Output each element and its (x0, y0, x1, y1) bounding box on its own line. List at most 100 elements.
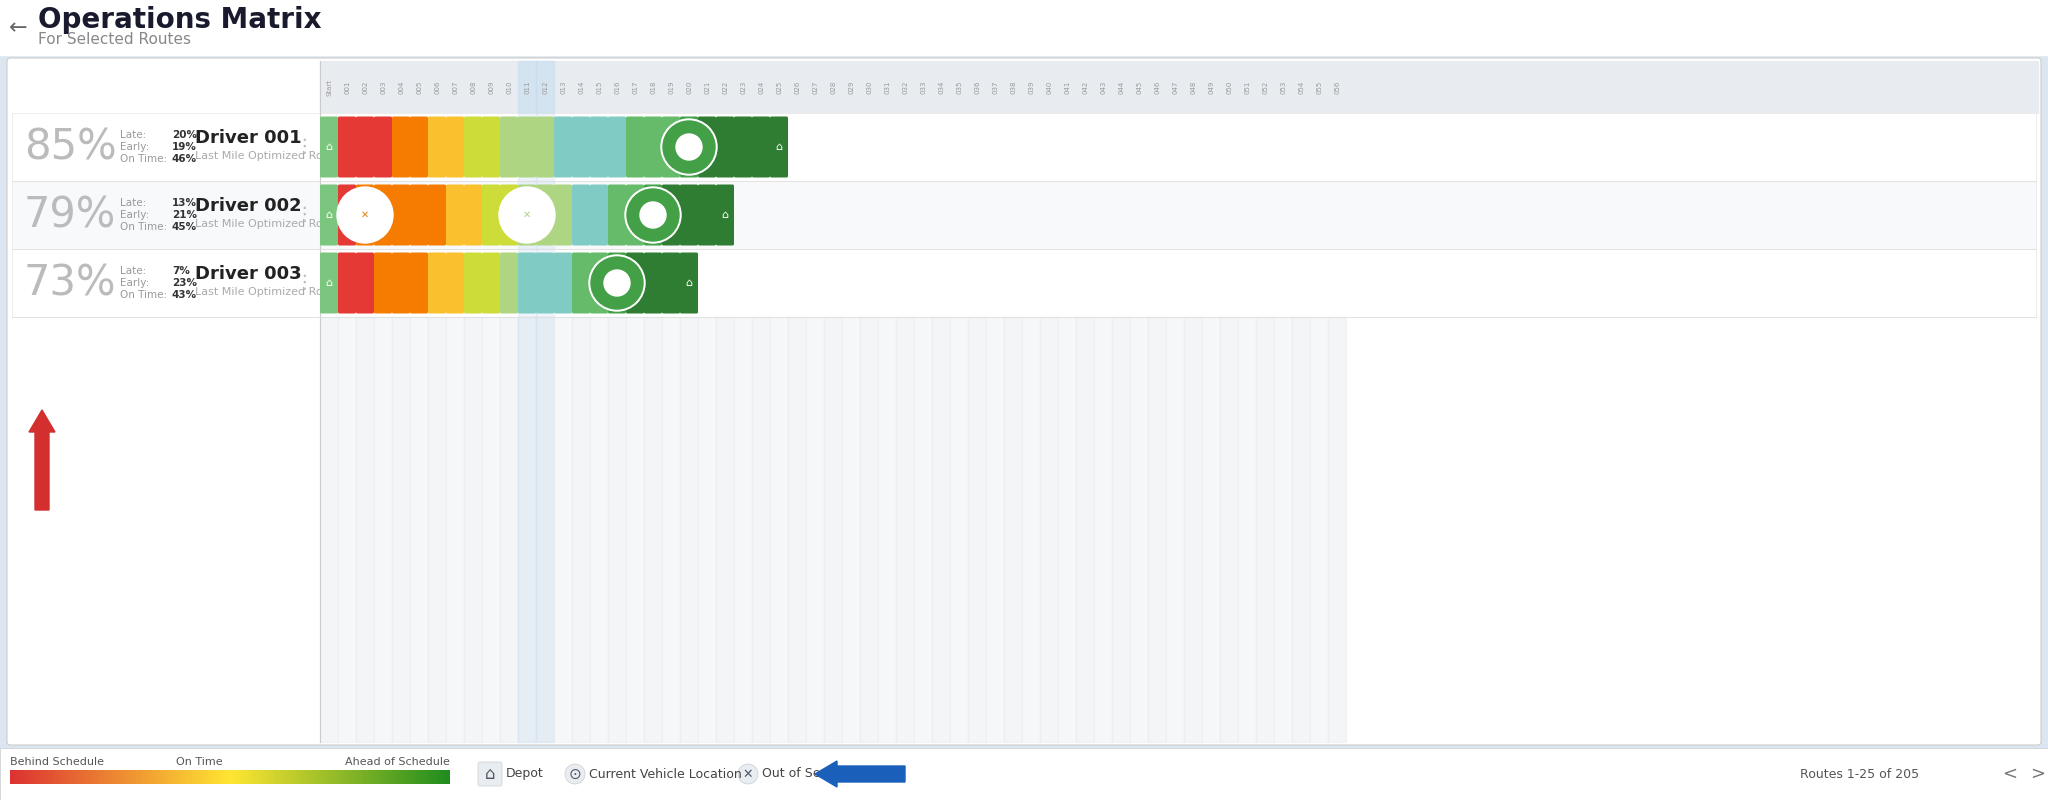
Bar (571, 317, 590, 742)
Bar (1327, 317, 1346, 742)
Bar (643, 317, 662, 742)
FancyArrow shape (815, 761, 905, 787)
FancyBboxPatch shape (537, 253, 555, 314)
Bar (842, 317, 860, 742)
FancyBboxPatch shape (465, 117, 481, 178)
Text: ⌂: ⌂ (326, 142, 332, 152)
Circle shape (565, 764, 586, 784)
Text: 20%: 20% (172, 130, 197, 140)
FancyBboxPatch shape (571, 253, 590, 314)
Bar (662, 317, 680, 742)
FancyBboxPatch shape (590, 185, 608, 246)
Text: 73%: 73% (25, 262, 117, 304)
FancyBboxPatch shape (428, 185, 446, 246)
Bar (698, 317, 717, 742)
Text: 004: 004 (397, 80, 403, 94)
Text: 055: 055 (1317, 80, 1323, 94)
Circle shape (662, 119, 717, 175)
FancyBboxPatch shape (627, 117, 643, 178)
FancyBboxPatch shape (571, 185, 590, 246)
Text: 007: 007 (453, 80, 459, 94)
Bar (391, 317, 410, 742)
Circle shape (627, 189, 680, 241)
FancyBboxPatch shape (608, 253, 627, 314)
Text: 049: 049 (1208, 80, 1214, 94)
FancyBboxPatch shape (391, 185, 410, 246)
FancyArrow shape (29, 410, 55, 510)
Text: 038: 038 (1010, 80, 1016, 94)
Text: ⌂: ⌂ (686, 278, 692, 288)
Text: 46%: 46% (172, 154, 197, 164)
Bar (860, 317, 879, 742)
Text: Routes 1-25 of 205: Routes 1-25 of 205 (1800, 767, 1919, 781)
Bar (932, 317, 950, 742)
Bar (537, 61, 555, 113)
Circle shape (737, 764, 758, 784)
Text: On Time: On Time (176, 757, 223, 767)
Text: Current Vehicle Location: Current Vehicle Location (590, 767, 741, 781)
Bar (555, 317, 571, 742)
Bar (518, 317, 537, 742)
Text: 034: 034 (938, 80, 944, 94)
Text: 19%: 19% (172, 142, 197, 152)
Text: 036: 036 (975, 80, 981, 94)
Bar (518, 181, 537, 249)
FancyBboxPatch shape (717, 117, 733, 178)
Text: 027: 027 (811, 80, 817, 94)
Text: Early:: Early: (121, 278, 150, 288)
Text: Last Mile Optimized Route 003: Last Mile Optimized Route 003 (195, 287, 365, 297)
Bar (717, 317, 733, 742)
FancyBboxPatch shape (338, 185, 356, 246)
FancyBboxPatch shape (555, 117, 571, 178)
Bar (319, 61, 2038, 113)
Text: 13%: 13% (172, 198, 197, 208)
Text: 009: 009 (487, 80, 494, 94)
Text: 047: 047 (1171, 80, 1178, 94)
Text: 85%: 85% (25, 126, 117, 168)
Text: 016: 016 (614, 80, 621, 94)
Bar (752, 317, 770, 742)
Text: 030: 030 (866, 80, 872, 94)
Bar (969, 317, 985, 742)
Text: Early:: Early: (121, 142, 150, 152)
Bar (1059, 317, 1075, 742)
Bar (1130, 317, 1149, 742)
Bar (481, 317, 500, 742)
Text: 015: 015 (596, 80, 602, 94)
Text: 008: 008 (469, 80, 475, 94)
FancyBboxPatch shape (643, 117, 662, 178)
FancyBboxPatch shape (319, 185, 338, 246)
Text: On Time:: On Time: (121, 154, 168, 164)
Text: 024: 024 (758, 80, 764, 94)
Circle shape (500, 187, 555, 243)
FancyBboxPatch shape (375, 253, 391, 314)
Text: 017: 017 (633, 80, 639, 94)
FancyBboxPatch shape (555, 253, 571, 314)
Bar (0, 748, 2048, 800)
Circle shape (639, 202, 666, 228)
FancyBboxPatch shape (500, 185, 518, 246)
FancyBboxPatch shape (698, 185, 717, 246)
Text: 020: 020 (686, 80, 692, 94)
Text: 018: 018 (649, 80, 655, 94)
FancyBboxPatch shape (717, 185, 733, 246)
FancyBboxPatch shape (481, 185, 500, 246)
FancyBboxPatch shape (752, 117, 770, 178)
Bar (1040, 317, 1059, 742)
Text: On Time:: On Time: (121, 290, 168, 300)
Bar (518, 249, 537, 317)
FancyBboxPatch shape (537, 185, 555, 246)
Bar (879, 317, 897, 742)
Bar (1237, 317, 1255, 742)
Text: Late:: Late: (121, 130, 145, 140)
Text: 043: 043 (1100, 80, 1106, 94)
Text: 7%: 7% (172, 266, 190, 276)
FancyBboxPatch shape (518, 117, 537, 178)
Text: Behind Schedule: Behind Schedule (10, 757, 104, 767)
Bar (1094, 317, 1112, 742)
Bar (518, 113, 537, 181)
Text: 051: 051 (1243, 80, 1249, 94)
Bar (950, 317, 969, 742)
Text: ←: ← (8, 18, 27, 38)
Text: ⌂: ⌂ (326, 278, 332, 288)
